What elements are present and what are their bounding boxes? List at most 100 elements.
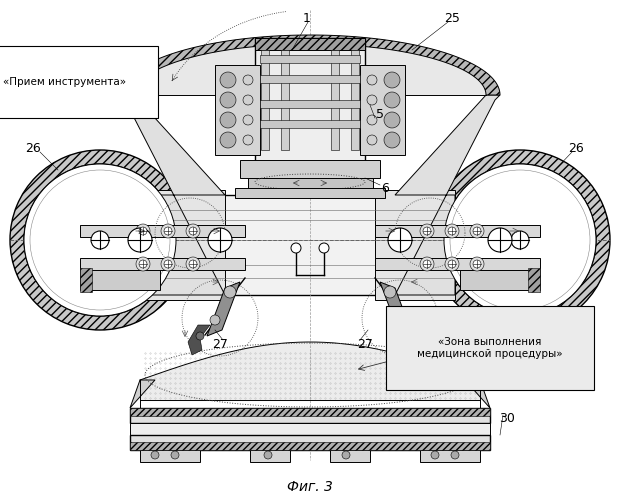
- Bar: [261, 50, 269, 150]
- Circle shape: [342, 451, 350, 459]
- Text: Фиг. 3: Фиг. 3: [287, 480, 333, 494]
- Circle shape: [444, 164, 596, 316]
- Circle shape: [431, 451, 439, 459]
- Circle shape: [189, 260, 197, 268]
- Circle shape: [473, 227, 481, 235]
- Text: 26: 26: [568, 142, 584, 156]
- Bar: [528, 268, 540, 292]
- Circle shape: [367, 75, 377, 85]
- Circle shape: [220, 92, 236, 108]
- Bar: [130, 442, 490, 450]
- Text: 30: 30: [499, 412, 515, 424]
- Circle shape: [164, 227, 172, 235]
- Bar: [255, 38, 365, 50]
- Polygon shape: [465, 380, 490, 408]
- Bar: [375, 225, 540, 237]
- Wedge shape: [430, 150, 610, 330]
- Bar: [375, 190, 455, 300]
- Bar: [80, 270, 160, 290]
- Bar: [248, 178, 373, 190]
- Circle shape: [224, 286, 236, 298]
- Circle shape: [470, 257, 484, 271]
- Bar: [130, 408, 490, 416]
- Bar: [75, 195, 545, 295]
- Text: «Прием инструмента»: «Прием инструмента»: [4, 77, 126, 87]
- Bar: [145, 190, 225, 300]
- Bar: [260, 100, 360, 108]
- Bar: [255, 38, 365, 195]
- Polygon shape: [130, 380, 155, 408]
- Circle shape: [400, 315, 410, 325]
- Circle shape: [208, 228, 232, 252]
- Circle shape: [384, 112, 400, 128]
- Polygon shape: [120, 35, 500, 95]
- Circle shape: [196, 332, 204, 340]
- Circle shape: [139, 260, 147, 268]
- Circle shape: [470, 224, 484, 238]
- Bar: [330, 450, 370, 462]
- Bar: [130, 423, 490, 435]
- Text: 1: 1: [303, 12, 311, 26]
- Circle shape: [220, 72, 236, 88]
- Circle shape: [511, 231, 529, 249]
- Bar: [375, 258, 540, 270]
- Bar: [351, 50, 359, 150]
- Circle shape: [448, 260, 456, 268]
- Circle shape: [445, 224, 459, 238]
- Polygon shape: [120, 95, 225, 295]
- Circle shape: [136, 257, 150, 271]
- Circle shape: [423, 227, 431, 235]
- Circle shape: [388, 228, 412, 252]
- Circle shape: [367, 115, 377, 125]
- Circle shape: [384, 92, 400, 108]
- Bar: [240, 160, 380, 178]
- Circle shape: [243, 75, 253, 85]
- Circle shape: [171, 451, 179, 459]
- Text: 6: 6: [381, 182, 389, 194]
- Circle shape: [220, 112, 236, 128]
- Bar: [460, 270, 540, 290]
- Circle shape: [243, 115, 253, 125]
- Circle shape: [420, 224, 434, 238]
- Bar: [250, 450, 290, 462]
- Circle shape: [488, 228, 512, 252]
- Bar: [420, 450, 480, 462]
- Circle shape: [243, 135, 253, 145]
- Circle shape: [384, 132, 400, 148]
- Circle shape: [319, 243, 329, 253]
- Text: 25: 25: [444, 12, 460, 26]
- Circle shape: [24, 164, 176, 316]
- Circle shape: [416, 332, 424, 340]
- Circle shape: [136, 224, 150, 238]
- Circle shape: [384, 286, 396, 298]
- Circle shape: [161, 224, 175, 238]
- Polygon shape: [380, 282, 413, 336]
- Polygon shape: [410, 325, 432, 355]
- Bar: [80, 258, 245, 270]
- Circle shape: [367, 95, 377, 105]
- Circle shape: [128, 228, 152, 252]
- Circle shape: [451, 451, 459, 459]
- Circle shape: [243, 95, 253, 105]
- Circle shape: [264, 451, 272, 459]
- Bar: [260, 75, 360, 83]
- Bar: [260, 120, 360, 128]
- Circle shape: [384, 72, 400, 88]
- Bar: [130, 435, 490, 450]
- Circle shape: [420, 257, 434, 271]
- Circle shape: [473, 260, 481, 268]
- Circle shape: [186, 257, 200, 271]
- Bar: [215, 65, 260, 155]
- Circle shape: [445, 257, 459, 271]
- Bar: [140, 450, 200, 462]
- Circle shape: [186, 224, 200, 238]
- Circle shape: [423, 260, 431, 268]
- Bar: [360, 65, 405, 155]
- Circle shape: [139, 227, 147, 235]
- Circle shape: [367, 135, 377, 145]
- Bar: [235, 188, 385, 198]
- Text: 26: 26: [25, 142, 41, 156]
- Polygon shape: [395, 95, 500, 295]
- Text: 5: 5: [376, 108, 384, 122]
- Circle shape: [210, 315, 220, 325]
